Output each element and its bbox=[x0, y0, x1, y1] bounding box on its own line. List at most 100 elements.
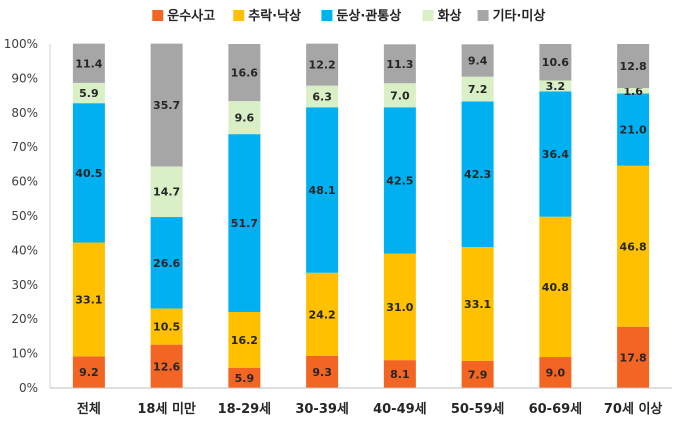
bar-segment bbox=[72, 43, 105, 83]
data-label: 7.2 bbox=[468, 83, 488, 96]
y-tick-label: 20% bbox=[11, 312, 38, 326]
data-label: 10.6 bbox=[542, 56, 569, 69]
bar-segment bbox=[228, 101, 261, 135]
data-label: 6.3 bbox=[312, 90, 332, 103]
legend-swatch bbox=[233, 10, 245, 21]
bar-segment bbox=[72, 82, 105, 104]
bar-segment bbox=[461, 360, 494, 388]
y-tick-label: 90% bbox=[11, 71, 38, 85]
data-label: 17.8 bbox=[620, 351, 647, 364]
data-label: 11.4 bbox=[75, 57, 102, 70]
x-category-label: 50-59세 bbox=[451, 402, 505, 417]
y-tick-label: 100% bbox=[4, 37, 38, 51]
legend-swatch bbox=[321, 10, 333, 21]
bar-segment bbox=[539, 216, 572, 358]
data-label: 40.5 bbox=[75, 167, 102, 180]
data-label: 12.6 bbox=[153, 360, 180, 373]
y-tick-label: 40% bbox=[11, 243, 38, 257]
bar-segment bbox=[539, 357, 572, 388]
data-label: 26.6 bbox=[153, 257, 180, 270]
data-label: 1.6 bbox=[623, 85, 643, 98]
bar-segment bbox=[228, 44, 261, 102]
x-axis-categories: 전체 18세 미만 18-29세 30-39세 40-49세 50-59세 60-69세 70… bbox=[77, 401, 662, 417]
x-category-label: 70세 이상 bbox=[604, 401, 663, 417]
data-label: 33.1 bbox=[75, 293, 102, 306]
data-label: 16.2 bbox=[231, 334, 258, 347]
data-label: 21.0 bbox=[620, 124, 647, 137]
bar-segment bbox=[306, 272, 339, 357]
bar-segment bbox=[306, 107, 339, 273]
legend-label: 기타·미상 bbox=[493, 8, 546, 24]
bar-segment bbox=[461, 246, 494, 361]
data-label: 12.8 bbox=[620, 60, 647, 73]
bar-segment bbox=[150, 344, 183, 388]
bar-segment bbox=[383, 253, 416, 361]
bar-segment bbox=[383, 107, 416, 254]
y-tick-label: 0% bbox=[19, 381, 38, 395]
data-label: 42.5 bbox=[386, 174, 413, 187]
data-label: 12.2 bbox=[309, 59, 336, 72]
y-axis-ticks: 0% 10% 20% 30% 40% 50% 60% 70% 80% 90% 100% bbox=[4, 37, 38, 395]
bar-segment bbox=[461, 76, 494, 102]
data-label: 51.7 bbox=[231, 217, 258, 230]
x-category-label: 40-49세 bbox=[373, 402, 427, 417]
y-tick-label: 50% bbox=[11, 209, 38, 223]
y-tick-label: 80% bbox=[11, 106, 38, 120]
bar-segment bbox=[617, 44, 650, 89]
bar-segment bbox=[461, 101, 494, 247]
bar-segment bbox=[150, 166, 183, 218]
bar-segment bbox=[617, 88, 650, 94]
data-label: 5.9 bbox=[79, 87, 99, 100]
data-label: 14.7 bbox=[153, 186, 180, 199]
bar-segment bbox=[617, 165, 650, 327]
y-tick-label: 30% bbox=[11, 278, 38, 292]
legend-label: 추락·낙상 bbox=[248, 8, 301, 24]
bar-segment bbox=[228, 134, 261, 312]
bar-segment bbox=[150, 43, 183, 167]
bar-segment bbox=[72, 242, 105, 357]
data-label: 31.0 bbox=[386, 301, 413, 314]
bar-segment bbox=[150, 308, 183, 345]
bar-segment bbox=[383, 44, 416, 84]
data-label: 16.6 bbox=[231, 67, 258, 80]
bars: 9.2 33.1 40.5 5.9 11.4 12.6 10.5 26.6 14.7 35.7 5.… bbox=[72, 43, 650, 388]
bar-segment bbox=[228, 367, 261, 388]
x-category-label: 18-29세 bbox=[218, 402, 272, 417]
data-label: 10.5 bbox=[153, 321, 180, 334]
y-tick-label: 10% bbox=[11, 347, 38, 361]
legend-swatch bbox=[152, 10, 164, 21]
bar-segment bbox=[306, 356, 339, 388]
bar-segment bbox=[383, 83, 416, 108]
data-label: 5.9 bbox=[235, 372, 255, 385]
data-label: 24.2 bbox=[309, 308, 336, 321]
bar-segment bbox=[539, 80, 572, 92]
data-label: 7.0 bbox=[390, 89, 410, 102]
data-label: 7.9 bbox=[468, 368, 488, 381]
bar-segment bbox=[150, 217, 183, 309]
legend: 운수사고 추락·낙상 둔상·관통상 화상 기타·미상 bbox=[152, 8, 545, 24]
data-label: 33.1 bbox=[464, 298, 491, 311]
data-label: 9.0 bbox=[546, 367, 566, 380]
bar-segment bbox=[228, 311, 261, 368]
data-label: 8.1 bbox=[390, 368, 410, 381]
legend-swatch bbox=[477, 10, 489, 21]
legend-label: 둔상·관통상 bbox=[336, 8, 401, 24]
bar-segment bbox=[72, 356, 105, 388]
data-label: 9.2 bbox=[79, 366, 99, 379]
bar-segment bbox=[306, 43, 339, 86]
legend-swatch bbox=[422, 10, 434, 21]
x-category-label: 30-39세 bbox=[295, 402, 349, 417]
bar-segment bbox=[617, 326, 650, 388]
legend-label: 화상 bbox=[438, 8, 462, 24]
data-label: 11.3 bbox=[386, 58, 413, 71]
bar-segment bbox=[383, 360, 416, 388]
bar-segment bbox=[539, 44, 572, 81]
y-tick-label: 70% bbox=[11, 140, 38, 154]
x-category-label: 18세 미만 bbox=[137, 401, 196, 417]
data-label: 9.4 bbox=[468, 55, 488, 68]
data-label: 46.8 bbox=[620, 240, 647, 253]
bar-segment bbox=[617, 93, 650, 166]
data-label: 42.3 bbox=[464, 168, 491, 181]
bar-segment bbox=[539, 91, 572, 217]
